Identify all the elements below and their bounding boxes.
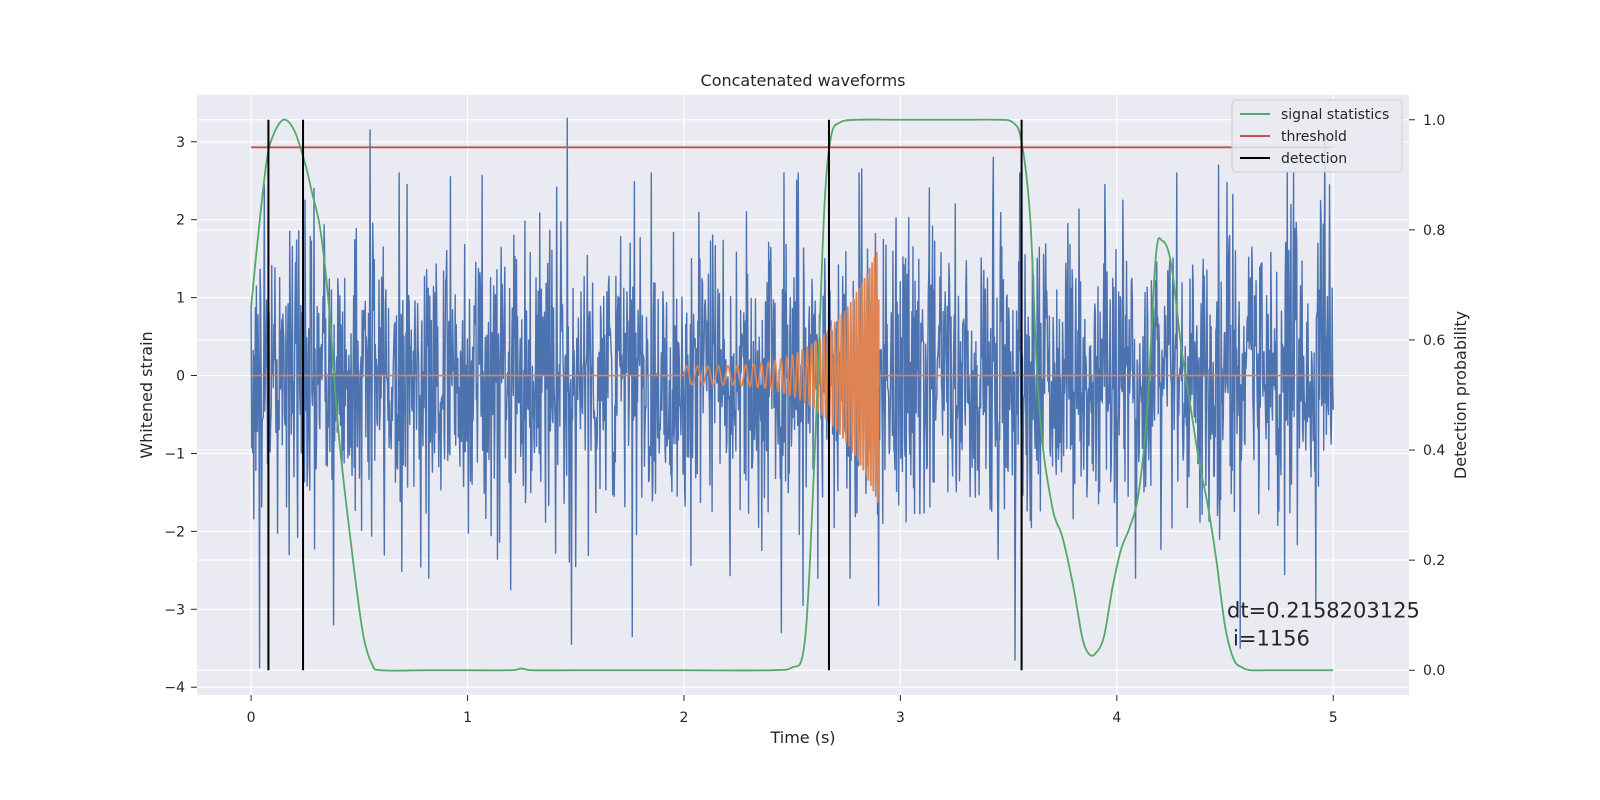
y-tick-label: −4 [164, 680, 185, 696]
y2-tick-label: 0.4 [1423, 443, 1445, 459]
y2-tick-label: 0.6 [1423, 333, 1445, 349]
annotation-dt: dt=0.2158203125 [1227, 598, 1420, 622]
annotation: dt=0.2158203125 i=1156 [1227, 598, 1420, 650]
y-tick-label: 0 [176, 369, 185, 385]
y-tick-label: 3 [176, 135, 185, 151]
annotation-index: i=1156 [1233, 626, 1310, 650]
legend-label-threshold: threshold [1281, 129, 1347, 145]
y2-tick-label: 0.8 [1423, 223, 1445, 239]
legend: signal statistics threshold detection [1231, 99, 1403, 173]
signal-line [251, 251, 1334, 503]
x-tick-label: 0 [247, 710, 256, 726]
legend-box [1231, 99, 1403, 173]
x-tick-label: 2 [680, 710, 689, 726]
y-tick-label: −2 [164, 524, 185, 540]
statistics-line [250, 118, 1334, 672]
chart-title: Concatenated waveforms [701, 71, 906, 90]
axis-ticks: 0 1 2 3 4 5 −4 −3 −2 −1 0 1 2 3 0.0 0.2 0.4 0.6 0.8 1.0 [164, 113, 1445, 726]
y2-tick-label: 1.0 [1423, 113, 1445, 129]
y2-tick-label: 0.2 [1423, 553, 1445, 569]
signal-series [251, 251, 1334, 503]
x-axis-label: Time (s) [769, 728, 835, 747]
y2-axis-label: Detection probability [1451, 311, 1470, 479]
x-tick-label: 5 [1329, 710, 1338, 726]
y-axis-label: Whitened strain [137, 331, 156, 458]
y2-tick-label: 0.0 [1423, 663, 1445, 679]
y-tick-label: −1 [164, 446, 185, 462]
statistics-series [250, 118, 1334, 672]
legend-label-signal-statistics: signal statistics [1281, 107, 1389, 123]
x-tick-label: 3 [896, 710, 905, 726]
x-tick-label: 4 [1112, 710, 1121, 726]
y-tick-label: 1 [176, 291, 185, 307]
detection-lines [267, 119, 1023, 671]
y-tick-label: 2 [176, 213, 185, 229]
x-tick-label: 1 [463, 710, 472, 726]
legend-label-detection: detection [1281, 151, 1347, 167]
y-tick-label: −3 [164, 602, 185, 618]
